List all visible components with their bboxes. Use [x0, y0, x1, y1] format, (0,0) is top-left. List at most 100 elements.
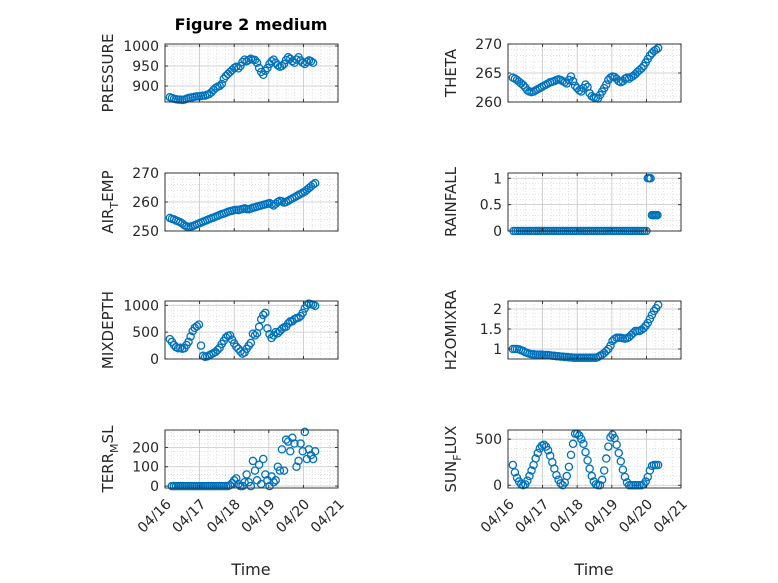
axes-box [164, 300, 339, 360]
y-axis-label: TERRMSL [99, 425, 121, 494]
data-point [290, 439, 299, 448]
x-tick-label: 04/16 [135, 496, 175, 536]
data-point [308, 454, 318, 464]
data-point [294, 313, 303, 322]
data-point [194, 320, 204, 329]
data-point [637, 64, 646, 73]
data-point [616, 457, 626, 466]
data-point [566, 450, 576, 460]
x-tick-label: 04/18 [547, 496, 587, 536]
subplot-6: 1 1.5 2 H2OMIXRA [442, 289, 682, 370]
data-point [242, 470, 251, 479]
data-point [196, 341, 206, 350]
y-tick-label: 900 [132, 79, 159, 95]
data-point [612, 440, 621, 449]
data-point [646, 174, 655, 183]
data-point [604, 442, 613, 451]
subplot-2: 260 265 270 THETA [442, 37, 682, 111]
data-point [585, 464, 594, 473]
y-axis-label: MIXDEPTH [99, 291, 117, 369]
data-point [543, 446, 553, 455]
data-point [277, 324, 287, 334]
data-point [267, 56, 276, 66]
data-points [165, 178, 320, 232]
data-point [273, 60, 283, 70]
y-tick-label: 265 [475, 66, 502, 82]
data-point [639, 323, 648, 333]
data-point [240, 477, 249, 487]
data-point [271, 476, 280, 485]
data-point [645, 314, 655, 324]
data-point [292, 462, 301, 471]
data-point [552, 470, 561, 480]
data-point [259, 454, 268, 464]
data-point [508, 460, 518, 470]
data-point [252, 58, 262, 68]
data-point [651, 45, 661, 55]
subplot-1: 900 950 1000 PRESSURE [99, 34, 339, 113]
data-point [597, 475, 607, 484]
data-point [564, 462, 574, 472]
data-point [310, 178, 320, 188]
data-point [568, 76, 578, 86]
data-point [527, 466, 536, 475]
data-point [566, 72, 576, 81]
data-point [583, 456, 592, 465]
data-point [288, 56, 297, 66]
x-tick-label: 04/19 [582, 496, 622, 536]
y-tick-label: 0 [150, 479, 159, 495]
subplot-4: 0 0.5 1 RAINFALL [442, 166, 682, 240]
data-point [277, 61, 287, 71]
data-point [570, 81, 580, 91]
data-point [310, 301, 320, 311]
data-point [602, 454, 611, 463]
data-point [279, 466, 289, 475]
data-point [254, 460, 264, 470]
data-point [286, 447, 295, 456]
y-tick-label: 1 [493, 342, 502, 358]
data-point [523, 476, 532, 485]
x-tick-label: 04/20 [273, 496, 313, 536]
x-tick-label: 04/17 [513, 496, 553, 536]
y-axis-label: PRESSURE [99, 34, 117, 113]
figure-title: Figure 2 medium [175, 15, 328, 34]
data-point [259, 70, 268, 80]
data-point [308, 180, 318, 189]
data-point [213, 345, 222, 355]
y-axis-label: SUNFLUX [442, 426, 464, 493]
data-point [232, 474, 241, 483]
x-tick-label: 04/19 [239, 496, 279, 536]
data-point [599, 466, 609, 475]
data-point [225, 67, 235, 77]
axes-box [164, 43, 339, 103]
data-point [263, 63, 272, 73]
data-point [184, 337, 193, 347]
y-tick-label: 270 [132, 166, 159, 182]
subplot-3: 250 260 270 AIRTEMP [99, 166, 339, 240]
y-tick-label: 500 [475, 432, 502, 448]
data-point [539, 440, 549, 449]
axes-box [164, 429, 339, 489]
data-point [525, 471, 534, 481]
y-tick-label: 0 [493, 478, 502, 494]
data-point [296, 439, 305, 448]
data-point [217, 79, 226, 89]
data-points [508, 429, 663, 490]
data-point [236, 61, 245, 71]
data-point [225, 480, 235, 490]
data-point [254, 322, 264, 332]
data-point [232, 62, 241, 72]
data-point [248, 329, 258, 339]
y-axis-label: RAINFALL [442, 166, 460, 237]
y-tick-label: 0 [150, 352, 159, 368]
data-point [587, 471, 596, 481]
x-tick-label: 04/16 [478, 496, 518, 536]
data-point [248, 456, 258, 466]
data-points [167, 427, 320, 491]
y-tick-label: 1.5 [480, 322, 502, 338]
data-point [647, 310, 657, 320]
data-point [533, 448, 543, 458]
data-points [165, 299, 320, 362]
data-point [277, 445, 287, 454]
data-point [288, 433, 297, 442]
